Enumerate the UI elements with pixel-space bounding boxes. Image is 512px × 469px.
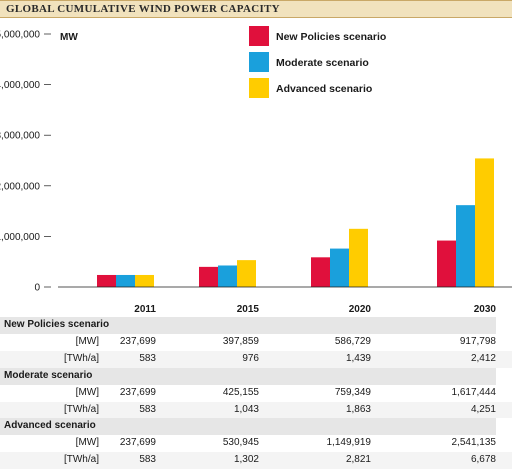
x-category-label: 2020 bbox=[349, 304, 372, 315]
table-cell: 6,678 bbox=[371, 452, 496, 469]
row-unit-label: [TWh/a] bbox=[0, 452, 99, 469]
data-table-body: New Policies scenario [MW] 237,699 397,859 5… bbox=[0, 317, 512, 469]
y-tick-label: 3,000,000 bbox=[0, 131, 40, 142]
table-section-header: New Policies scenario bbox=[0, 317, 512, 334]
bars bbox=[97, 158, 494, 287]
section-name: Advanced scenario bbox=[0, 418, 496, 436]
table-pad bbox=[496, 334, 512, 351]
table-cell: 1,043 bbox=[156, 401, 259, 419]
table-cell: 237,699 bbox=[119, 437, 156, 449]
y-axis: 5,000,000 4,000,000 3,000,000 2,000,000 1,00… bbox=[0, 30, 51, 294]
legend-label: New Policies scenario bbox=[276, 31, 386, 43]
y-tick-label: 4,000,000 bbox=[0, 80, 40, 91]
chart-title: GLOBAL CUMULATIVE WIND POWER CAPACITY bbox=[6, 3, 280, 15]
table-section-header: Moderate scenario bbox=[0, 367, 512, 385]
row-unit-label: [TWh/a] bbox=[0, 350, 99, 368]
bar bbox=[116, 274, 135, 287]
table-pad bbox=[496, 401, 512, 419]
table-cell: 425,155 bbox=[222, 386, 259, 398]
section-name: Moderate scenario bbox=[0, 367, 496, 385]
table-cell: 583 bbox=[99, 350, 156, 368]
y-tick-label: 0 bbox=[34, 283, 40, 294]
x-category-label: 2011 bbox=[134, 304, 156, 315]
table-cell: 586,729 bbox=[334, 335, 371, 347]
bar bbox=[97, 274, 116, 287]
table-pad bbox=[496, 385, 512, 402]
table-section-header: Advanced scenario bbox=[0, 418, 512, 436]
table-cell: 1,302 bbox=[156, 452, 259, 469]
table-cell: 583 bbox=[99, 452, 156, 469]
bar-chart: 5,000,000 4,000,000 3,000,000 2,000,000 1,00… bbox=[0, 26, 512, 315]
bar bbox=[199, 266, 218, 287]
section-name: New Policies scenario bbox=[0, 317, 496, 334]
bar bbox=[456, 205, 475, 287]
table-row: [TWh/a] 583 976 1,439 2,412 bbox=[0, 350, 512, 368]
table-row: [MW] 237,699 530,945 1,149,919 2,541,135 bbox=[0, 435, 512, 452]
legend-swatch bbox=[249, 52, 269, 72]
legend-swatch bbox=[249, 26, 269, 46]
data-table: New Policies scenario [MW] 237,699 397,859 5… bbox=[0, 317, 512, 469]
legend-swatch bbox=[249, 78, 269, 98]
row-unit-label: [MW] bbox=[75, 335, 99, 347]
table-pad bbox=[496, 435, 512, 452]
legend: New Policies scenario Moderate scenario Ad… bbox=[249, 26, 386, 98]
table-row: [TWh/a] 583 1,043 1,863 4,251 bbox=[0, 401, 512, 419]
row-unit-label: [MW] bbox=[75, 386, 99, 398]
row-unit-label: [MW] bbox=[75, 437, 99, 449]
bar bbox=[437, 240, 456, 287]
bar bbox=[237, 260, 256, 287]
table-cell: 237,699 bbox=[119, 386, 156, 398]
table-cell: 2,821 bbox=[259, 452, 371, 469]
x-axis: 2011 2015 2020 2030 bbox=[134, 304, 496, 315]
table-cell: 530,945 bbox=[222, 437, 259, 449]
table-cell: 1,863 bbox=[259, 401, 371, 419]
legend-label: Advanced scenario bbox=[276, 83, 372, 95]
title-bar: GLOBAL CUMULATIVE WIND POWER CAPACITY bbox=[0, 0, 512, 18]
table-cell: 1,439 bbox=[259, 350, 371, 368]
y-tick-label: 2,000,000 bbox=[0, 181, 40, 192]
y-tick-label: 1,000,000 bbox=[0, 232, 40, 243]
bar bbox=[475, 158, 494, 287]
table-cell: 976 bbox=[156, 350, 259, 368]
bar bbox=[311, 257, 330, 287]
bar bbox=[349, 228, 368, 287]
table-cell: 397,859 bbox=[222, 335, 259, 347]
row-unit-label: [TWh/a] bbox=[0, 401, 99, 419]
table-pad bbox=[496, 452, 512, 469]
y-tick-label: 5,000,000 bbox=[0, 30, 40, 41]
bar bbox=[330, 248, 349, 287]
table-pad bbox=[496, 350, 512, 368]
table-row: [TWh/a] 583 1,302 2,821 6,678 bbox=[0, 452, 512, 469]
table-cell: 917,798 bbox=[459, 335, 496, 347]
table-row: [MW] 237,699 397,859 586,729 917,798 bbox=[0, 334, 512, 351]
bar bbox=[218, 265, 237, 287]
x-category-label: 2015 bbox=[237, 304, 260, 315]
table-cell: 759,349 bbox=[334, 386, 371, 398]
bar bbox=[135, 274, 154, 287]
x-category-label: 2030 bbox=[474, 304, 497, 315]
table-cell: 4,251 bbox=[371, 401, 496, 419]
table-cell: 1,149,919 bbox=[326, 437, 372, 449]
unit-label: MW bbox=[60, 32, 78, 43]
table-row: [MW] 237,699 425,155 759,349 1,617,444 bbox=[0, 385, 512, 402]
table-cell: 1,617,444 bbox=[451, 386, 497, 398]
table-cell: 2,541,135 bbox=[451, 437, 497, 449]
table-cell: 583 bbox=[99, 401, 156, 419]
table-cell: 237,699 bbox=[119, 335, 156, 347]
legend-label: Moderate scenario bbox=[276, 57, 369, 69]
table-cell: 2,412 bbox=[371, 350, 496, 368]
